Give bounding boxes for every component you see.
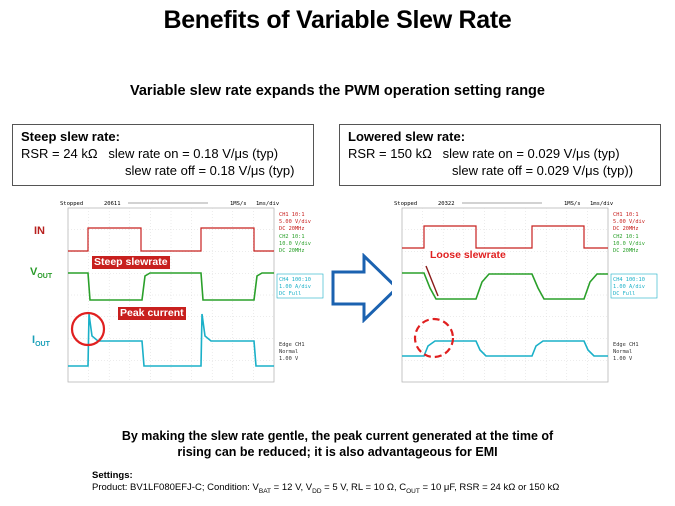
peak-current-marker: [70, 311, 106, 347]
iout-label-sub: OUT: [35, 341, 50, 349]
oscilloscope-capture-steep: Stopped 20611 1MS/s 1ms/div CH1 10:1 5: [58, 196, 344, 390]
settings-note: Settings: Product: BV1LF080EFJ-C; Condit…: [92, 470, 559, 498]
ch2-setting-line: DC 20MHz: [613, 248, 639, 254]
peak-current-annotation: Peak current: [118, 307, 186, 320]
ch4-setting-line: CH4 100:10: [279, 277, 311, 283]
comparison-arrow-icon: [331, 253, 400, 323]
scope-sample-rate: 1MS/s: [230, 201, 247, 207]
iout-label-main: I: [32, 334, 36, 346]
ch1-setting-line: 5.00 V/div: [613, 219, 645, 225]
vout-signal-label: VOUT: [30, 266, 52, 280]
settings-sub: OUT: [406, 487, 420, 495]
ch2-setting-line: CH2 10:1: [613, 234, 639, 240]
ch1-setting-line: CH1 10:1: [613, 212, 639, 218]
ch1-setting-line: 5.00 V/div: [279, 219, 311, 225]
ch4-setting-line: DC Full: [613, 291, 635, 297]
scope-timebase: 1ms/div: [256, 201, 280, 207]
trigger-setting-line: 1.00 V: [613, 356, 633, 362]
scope-count: 20611: [104, 201, 121, 207]
ch1-setting-line: CH1 10:1: [279, 212, 305, 218]
conclusion-text: By making the slew rate gentle, the peak…: [0, 428, 675, 460]
ch4-iout-waveform: [402, 340, 608, 357]
iout-signal-label: IOUT: [32, 334, 50, 348]
ch4-setting-line: 1.00 A/div: [613, 284, 645, 290]
ch2-vout-waveform: [402, 272, 608, 300]
settings-text: = 12 V, V: [271, 482, 313, 493]
settings-text: = 5 V, RL = 10 Ω, C: [321, 482, 407, 493]
trigger-setting-line: Edge CH1: [613, 342, 639, 348]
oscilloscope-capture-loose: Stopped 20322 1MS/s 1ms/div CH1 10:1: [392, 196, 666, 390]
ch2-vout-waveform: [68, 272, 274, 301]
spec-heading: Steep slew rate:: [21, 129, 120, 144]
spec-line: RSR = 24 kΩ slew rate on = 0.18 V/μs (ty…: [21, 146, 279, 161]
scope-timebase: 1ms/div: [590, 201, 614, 207]
settings-sub: BAT: [258, 487, 272, 495]
settings-label: Settings:: [92, 470, 133, 481]
ch2-setting-line: 10.0 V/div: [279, 241, 311, 247]
conclusion-line: rising can be reduced; it is also advant…: [177, 445, 498, 459]
loose-slewrate-annotation: Loose slewrate: [430, 249, 506, 261]
scope-status: Stopped: [60, 201, 83, 207]
trigger-setting-line: 1.00 V: [279, 356, 299, 362]
vout-label-sub: OUT: [37, 273, 53, 281]
reduced-peak-marker: [413, 317, 455, 359]
trigger-setting-line: Normal: [279, 349, 298, 355]
ch4-iout-waveform: [68, 313, 274, 367]
ch4-setting-line: 1.00 A/div: [279, 284, 311, 290]
trigger-setting-line: Edge CH1: [279, 342, 305, 348]
trigger-setting-line: Normal: [613, 349, 632, 355]
arrow-shape: [331, 253, 400, 323]
page-title: Benefits of Variable Slew Rate: [163, 6, 512, 34]
steep-slewrate-annotation: Steep slewrate: [92, 256, 170, 269]
ch2-setting-line: CH2 10:1: [279, 234, 305, 240]
spec-line: slew rate off = 0.029 V/μs (typ)): [452, 163, 634, 178]
ch1-in-waveform: [68, 227, 274, 252]
scope-count: 20322: [438, 201, 455, 207]
conclusion-line: By making the slew rate gentle, the peak…: [121, 429, 554, 443]
lowered-slew-spec-box: Lowered slew rate: RSR = 150 kΩ slew rat…: [339, 124, 661, 186]
vout-label-main: V: [30, 266, 38, 278]
ch1-in-waveform: [402, 225, 608, 249]
spec-heading: Lowered slew rate:: [348, 129, 466, 144]
ch4-setting-box: [610, 273, 658, 299]
page-subtitle: Variable slew rate expands the PWM opera…: [130, 83, 545, 99]
spec-line: RSR = 150 kΩ slew rate on = 0.029 V/μs (…: [348, 146, 620, 161]
spec-line: slew rate off = 0.18 V/μs (typ): [125, 163, 295, 178]
scope-grid: [401, 207, 609, 383]
ch2-setting-line: DC 20MHz: [279, 248, 305, 254]
settings-sub: DD: [312, 487, 322, 495]
steep-slew-spec-box: Steep slew rate: RSR = 24 kΩ slew rate o…: [12, 124, 314, 186]
ch1-setting-line: DC 20MHz: [613, 226, 639, 232]
scope-status: Stopped: [394, 201, 417, 207]
settings-text: Product: BV1LF080EFJ-C; Condition: V: [92, 482, 259, 493]
ch1-setting-line: DC 20MHz: [279, 226, 305, 232]
ch4-setting-box: [276, 273, 324, 299]
in-signal-label: IN: [34, 225, 45, 237]
scope-sample-rate: 1MS/s: [564, 201, 581, 207]
settings-text: = 10 μF, RSR = 24 kΩ or 150 kΩ: [419, 482, 560, 493]
slope-indicator: [425, 265, 439, 297]
settings-line: Product: BV1LF080EFJ-C; Condition: VBAT …: [92, 482, 559, 498]
ch2-setting-line: 10.0 V/div: [613, 241, 645, 247]
ch4-setting-line: DC Full: [279, 291, 301, 297]
ch4-setting-line: CH4 100:10: [613, 277, 645, 283]
